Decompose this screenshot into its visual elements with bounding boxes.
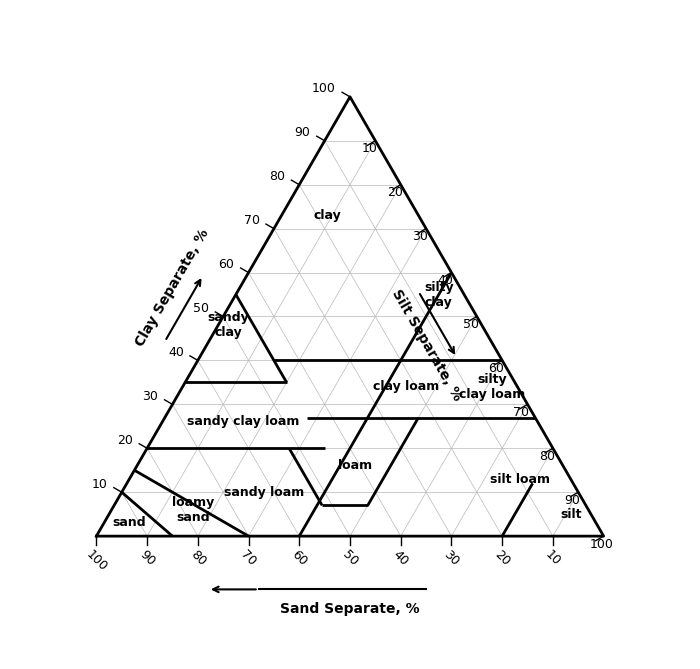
Text: 80: 80 [188,548,208,568]
Text: 20: 20 [386,186,402,199]
Text: 100: 100 [312,82,336,95]
Text: 90: 90 [295,126,311,139]
Text: 80: 80 [270,170,285,183]
Text: 20: 20 [492,548,512,568]
Text: 20: 20 [117,434,133,447]
Text: 10: 10 [361,142,377,155]
Text: 100: 100 [589,538,613,551]
Text: 40: 40 [438,274,454,287]
Text: 90: 90 [564,494,580,507]
Text: sandy clay loam: sandy clay loam [188,415,300,428]
Text: sandy
clay: sandy clay [207,311,249,339]
Text: Clay Separate, %: Clay Separate, % [133,226,212,349]
Text: silty
clay loam: silty clay loam [459,373,525,401]
Text: 50: 50 [340,548,360,568]
Text: silt: silt [560,508,582,520]
Text: loamy
sand: loamy sand [172,496,214,524]
Text: sand: sand [113,516,146,529]
Text: 70: 70 [238,548,259,568]
Text: 30: 30 [143,390,158,403]
Text: 30: 30 [412,230,428,244]
Text: silty
clay: silty clay [424,280,454,308]
Text: 90: 90 [137,548,158,568]
Text: 80: 80 [539,450,555,463]
Text: clay: clay [314,209,341,222]
Text: 60: 60 [488,362,504,375]
Text: 60: 60 [218,258,235,271]
Text: silt loam: silt loam [490,472,550,486]
Text: 70: 70 [244,214,260,227]
Text: Silt Separate, %: Silt Separate, % [389,288,464,404]
Text: 40: 40 [391,548,411,568]
Text: 60: 60 [289,548,309,568]
Text: 10: 10 [92,478,108,490]
Text: 30: 30 [441,548,462,568]
Text: 70: 70 [514,406,529,419]
Text: Sand Separate, %: Sand Separate, % [280,602,420,616]
Text: 50: 50 [463,318,479,331]
Text: sandy loam: sandy loam [223,486,304,498]
Text: loam: loam [338,460,372,472]
Text: 50: 50 [193,302,209,315]
Text: 10: 10 [542,548,563,568]
Text: 40: 40 [168,346,184,359]
Text: 100: 100 [83,548,109,574]
Text: clay loam: clay loam [372,380,439,393]
